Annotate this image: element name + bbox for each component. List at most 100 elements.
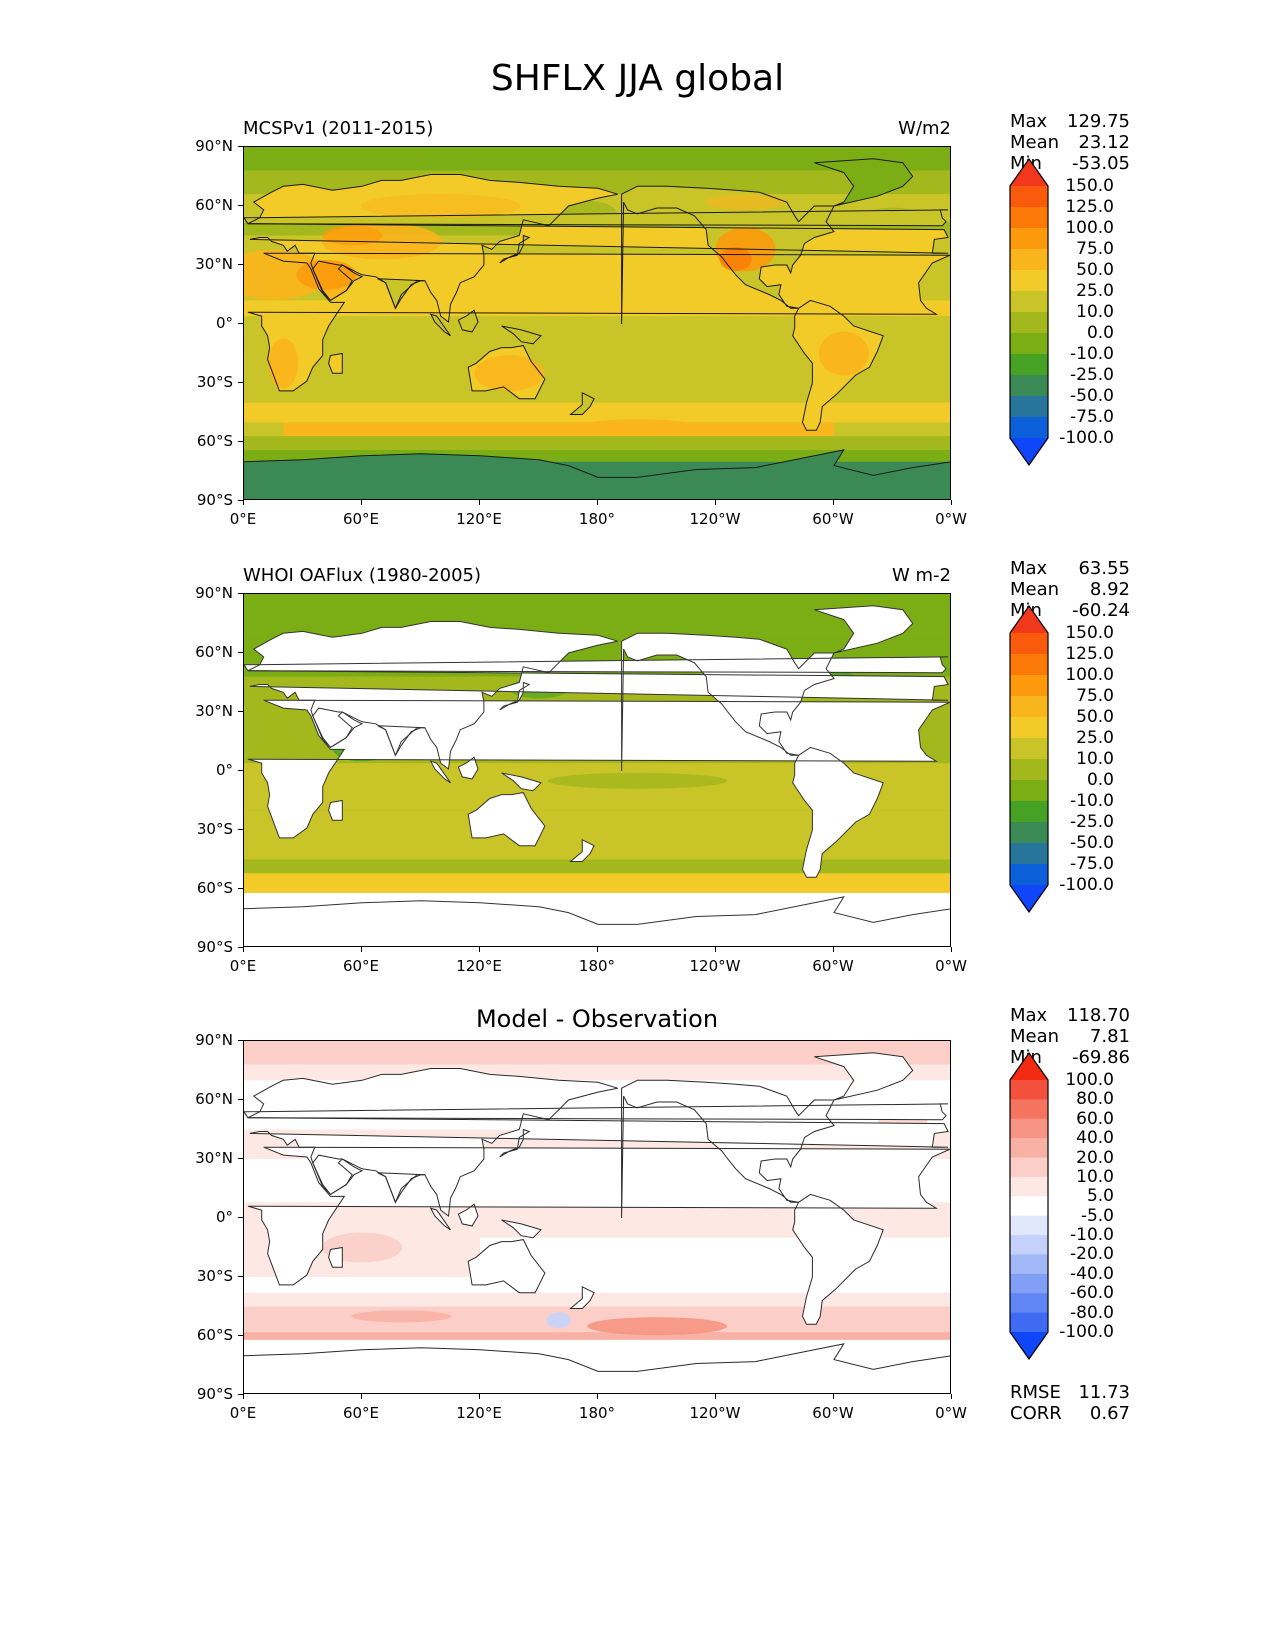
panel-title: Model - Observation bbox=[475, 1005, 719, 1033]
map-obs bbox=[243, 593, 951, 947]
stat-value: -60.24 bbox=[1071, 600, 1130, 621]
lat-tick bbox=[238, 499, 243, 501]
lat-tick bbox=[238, 651, 243, 653]
map-field bbox=[244, 594, 950, 946]
colorbar-label: 60.0 bbox=[1076, 1108, 1114, 1129]
lon-tick bbox=[714, 947, 716, 952]
colorbar-label: -75.0 bbox=[1070, 407, 1114, 427]
lon-tick bbox=[242, 1394, 244, 1399]
colorbar-obs bbox=[1009, 604, 1049, 914]
lat-tick bbox=[238, 145, 243, 147]
lon-tick bbox=[596, 1394, 598, 1399]
lat-tick-label: 30°N bbox=[195, 255, 233, 273]
lat-tick-label: 60°N bbox=[195, 196, 233, 214]
lat-tick-label: 0° bbox=[215, 761, 233, 779]
colorbar-segment bbox=[1010, 1215, 1048, 1236]
colorbar-label: -60.0 bbox=[1070, 1283, 1114, 1304]
colorbar-segment bbox=[1010, 207, 1048, 229]
lon-tick-label: 0°E bbox=[229, 1404, 257, 1422]
colorbar-label: 0.0 bbox=[1086, 323, 1114, 343]
lon-tick bbox=[478, 1394, 480, 1399]
lat-tick bbox=[238, 1098, 243, 1100]
lon-tick-label: 60°W bbox=[812, 510, 854, 528]
colorbar-label: 10.0 bbox=[1076, 302, 1114, 322]
lat-tick-label: 60°N bbox=[195, 1090, 233, 1108]
colorbar-outline bbox=[1009, 604, 1049, 914]
lat-tick-label: 60°S bbox=[196, 1326, 233, 1344]
colorbar-label: 75.0 bbox=[1076, 686, 1114, 706]
map-field bbox=[244, 147, 950, 499]
colorbar-model bbox=[1009, 157, 1049, 467]
colorbar-label: -100.0 bbox=[1059, 875, 1114, 895]
metric-value: 0.67 bbox=[1089, 1403, 1130, 1424]
lat-tick bbox=[238, 263, 243, 265]
colorbar-segment bbox=[1010, 1099, 1048, 1120]
lon-tick-label: 60°E bbox=[342, 1404, 380, 1422]
panel-units: W/m2 bbox=[898, 118, 951, 139]
lat-tick-label: 90°N bbox=[195, 1031, 233, 1049]
lon-tick-label: 180° bbox=[578, 510, 616, 528]
colorbar-label: -10.0 bbox=[1070, 1225, 1114, 1246]
lat-tick bbox=[238, 440, 243, 442]
stat-value: 8.92 bbox=[1089, 579, 1130, 600]
colorbar bbox=[1009, 604, 1049, 917]
colorbar-label: 100.0 bbox=[1065, 218, 1114, 238]
colorbar-segment bbox=[1010, 417, 1048, 439]
colorbar-segment bbox=[1010, 780, 1048, 802]
stat-value: 129.75 bbox=[1067, 111, 1130, 132]
lon-tick bbox=[360, 1394, 362, 1399]
map-diff bbox=[243, 1040, 951, 1394]
colorbar-label: 100.0 bbox=[1065, 1070, 1114, 1090]
colorbar-label: 125.0 bbox=[1065, 197, 1114, 217]
colorbar-label: -50.0 bbox=[1070, 386, 1114, 406]
lon-tick-label: 180° bbox=[578, 1404, 616, 1422]
stat-label: Mean bbox=[1010, 1026, 1060, 1047]
colorbar-label: 150.0 bbox=[1065, 623, 1114, 643]
lat-tick-label: 30°N bbox=[195, 1149, 233, 1167]
lon-tick-label: 120°W bbox=[689, 957, 741, 975]
panel-title: MCSPv1 (2011-2015) bbox=[243, 118, 434, 139]
colorbar-segment bbox=[1010, 1138, 1048, 1159]
lon-tick-label: 0°W bbox=[935, 510, 967, 528]
metric-value: 11.73 bbox=[1078, 1382, 1130, 1403]
lat-tick-label: 0° bbox=[215, 1208, 233, 1226]
colorbar-segment bbox=[1010, 228, 1048, 250]
panel-title: WHOI OAFlux (1980-2005) bbox=[243, 565, 481, 586]
lat-tick bbox=[238, 1039, 243, 1041]
lon-tick-label: 120°E bbox=[456, 957, 502, 975]
colorbar-outline bbox=[1009, 1051, 1049, 1361]
colorbar-label: -100.0 bbox=[1059, 428, 1114, 448]
colorbar-segment bbox=[1010, 1235, 1048, 1255]
lat-tick-label: 90°N bbox=[195, 584, 233, 602]
colorbar-label: -25.0 bbox=[1070, 365, 1114, 385]
lat-tick-label: 90°N bbox=[195, 137, 233, 155]
lon-tick bbox=[832, 947, 834, 952]
colorbar-label: 10.0 bbox=[1076, 749, 1114, 769]
lon-tick-label: 60°W bbox=[812, 1404, 854, 1422]
stat-value: 23.12 bbox=[1078, 132, 1130, 153]
lat-tick bbox=[238, 381, 243, 383]
metric-label: RMSE bbox=[1010, 1382, 1061, 1403]
colorbar-label: -25.0 bbox=[1070, 812, 1114, 832]
lat-tick-label: 30°S bbox=[196, 1267, 233, 1285]
lat-tick bbox=[238, 1275, 243, 1277]
colorbar-label: 25.0 bbox=[1076, 281, 1114, 301]
colorbar-segment bbox=[1010, 759, 1048, 781]
colorbar-label: 75.0 bbox=[1076, 239, 1114, 259]
colorbar-segment bbox=[1010, 738, 1048, 760]
colorbar-segment bbox=[1010, 186, 1048, 208]
lon-tick-label: 120°E bbox=[456, 510, 502, 528]
colorbar-segment bbox=[1010, 249, 1048, 271]
colorbar-diff bbox=[1009, 1051, 1049, 1361]
colorbar-label: 125.0 bbox=[1065, 644, 1114, 664]
colorbar-segment bbox=[1010, 396, 1048, 418]
panel-units: W m-2 bbox=[891, 565, 951, 586]
stat-value: 7.81 bbox=[1089, 1026, 1130, 1047]
colorbar-segment bbox=[1010, 675, 1048, 697]
lon-tick-label: 180° bbox=[578, 957, 616, 975]
colorbar-min-extend bbox=[1010, 438, 1048, 465]
colorbar-label: 50.0 bbox=[1076, 707, 1114, 727]
stat-value: 118.70 bbox=[1067, 1005, 1130, 1026]
stat-value: -53.05 bbox=[1071, 153, 1130, 174]
lon-tick-label: 0°E bbox=[229, 957, 257, 975]
